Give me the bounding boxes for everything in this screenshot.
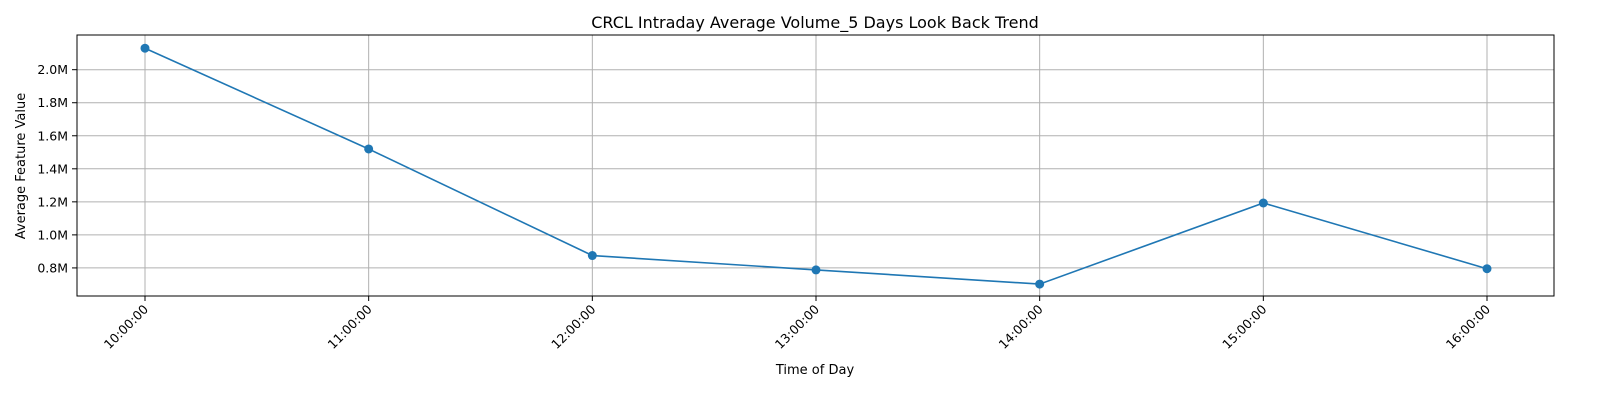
x-tick-label: 10:00:00 bbox=[101, 301, 151, 351]
y-tick-label: 1.6M bbox=[37, 128, 68, 143]
x-tick-label: 12:00:00 bbox=[548, 301, 598, 351]
data-point bbox=[1482, 264, 1492, 274]
data-point bbox=[140, 43, 150, 53]
x-axis-label: Time of Day bbox=[775, 363, 855, 378]
data-point bbox=[364, 144, 374, 154]
y-tick-label: 1.2M bbox=[37, 194, 68, 209]
x-axis: 10:00:00 11:00:00 12:00:00 13:00:00 14:00:00… bbox=[101, 296, 1493, 352]
x-tick-label: 14:00:00 bbox=[995, 301, 1045, 351]
y-tick-label: 1.0M bbox=[37, 227, 68, 242]
y-axis-label: Average Feature Value bbox=[14, 93, 29, 239]
x-tick-label: 15:00:00 bbox=[1219, 301, 1269, 351]
data-point bbox=[587, 251, 597, 261]
data-point bbox=[1035, 279, 1045, 289]
y-tick-label: 1.8M bbox=[37, 95, 68, 110]
grid bbox=[77, 35, 1554, 296]
y-tick-label: 1.4M bbox=[37, 161, 68, 176]
series bbox=[140, 43, 1492, 289]
data-point bbox=[1258, 198, 1268, 208]
y-axis: 0.8M 1.0M 1.2M 1.4M 1.6M 1.8M 2.0M bbox=[37, 62, 77, 275]
y-tick-label: 2.0M bbox=[37, 62, 68, 77]
x-tick-label: 13:00:00 bbox=[772, 301, 822, 351]
chart-title: CRCL Intraday Average Volume_5 Days Look… bbox=[591, 13, 1039, 33]
x-tick-label: 16:00:00 bbox=[1443, 301, 1493, 351]
x-tick-label: 11:00:00 bbox=[324, 301, 374, 351]
y-tick-label: 0.8M bbox=[37, 260, 68, 275]
data-point bbox=[811, 265, 821, 275]
